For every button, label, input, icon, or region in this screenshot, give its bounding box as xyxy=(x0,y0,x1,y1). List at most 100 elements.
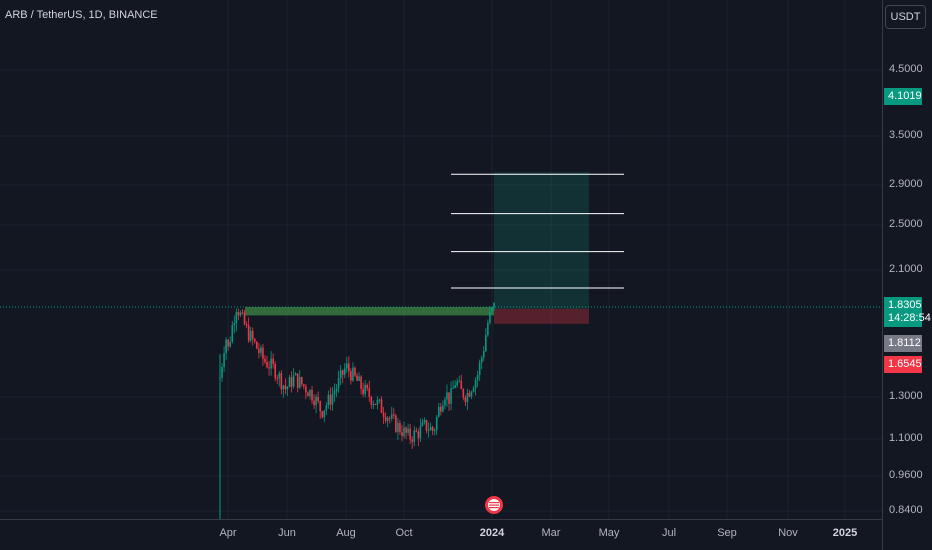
candle-body xyxy=(229,341,232,347)
candle-body xyxy=(437,406,440,417)
candle-body xyxy=(372,403,375,405)
candle-body xyxy=(376,399,379,405)
candle-body xyxy=(431,427,434,432)
candle-body xyxy=(329,394,332,405)
candle-body xyxy=(493,302,495,308)
candle-body xyxy=(345,363,348,369)
candle-body xyxy=(370,396,373,405)
candle-body xyxy=(382,412,385,417)
candle-body xyxy=(298,377,301,388)
position-profit-zone xyxy=(494,172,589,309)
time-tick-label: Jul xyxy=(661,527,677,539)
candle-body xyxy=(464,397,467,402)
candle-body xyxy=(237,312,240,316)
candle-body xyxy=(388,418,391,420)
candle-body xyxy=(482,351,485,358)
candle-body xyxy=(221,366,223,378)
price-tick-label: 4.5000 xyxy=(889,63,923,75)
time-tick-label: Aug xyxy=(336,527,356,539)
candle-body xyxy=(341,370,344,375)
position-loss-zone xyxy=(494,308,589,324)
candle-body xyxy=(458,380,461,382)
candle-body xyxy=(362,388,364,395)
time-axis-divider xyxy=(0,519,882,520)
candle-body xyxy=(335,388,338,392)
candle-body xyxy=(280,373,283,390)
candle-body xyxy=(472,388,475,392)
candle-body xyxy=(307,392,309,397)
candle-body xyxy=(292,375,295,387)
candle-body xyxy=(223,353,225,367)
candle-body xyxy=(423,420,426,423)
candle-body xyxy=(343,368,346,375)
candle-body xyxy=(419,426,422,439)
candle-body xyxy=(225,339,227,354)
candle-body xyxy=(487,322,489,336)
candle-body xyxy=(262,347,264,359)
candle-body xyxy=(403,427,405,437)
candle-body xyxy=(470,391,473,397)
candle-body xyxy=(429,427,432,431)
candle-body xyxy=(390,414,393,419)
candle-body xyxy=(476,375,479,380)
candle-body xyxy=(247,325,250,341)
last-price-badge: 1.8305 14:28:54 xyxy=(884,297,931,327)
candle-body xyxy=(421,422,424,427)
candle-body xyxy=(358,376,360,381)
candle-body xyxy=(468,392,471,397)
candle-body xyxy=(239,312,242,316)
last-price-value: 1.8305 xyxy=(888,299,922,311)
candle-body xyxy=(339,370,342,379)
candle-body xyxy=(425,420,428,431)
stop-price-badge: 1.6545 xyxy=(884,356,922,373)
candle-body xyxy=(480,357,483,363)
us-flag-event-icon xyxy=(485,496,503,514)
candle-body xyxy=(446,392,448,400)
candle-body xyxy=(274,363,277,379)
candle-body xyxy=(284,385,287,390)
candle-body xyxy=(374,403,377,405)
candle-body xyxy=(360,376,362,389)
candle-body xyxy=(378,399,381,401)
candle-body xyxy=(399,422,401,433)
time-tick-label: Sep xyxy=(717,527,737,539)
candle-body xyxy=(478,362,481,376)
candle-body xyxy=(448,392,450,404)
candle-body xyxy=(454,385,456,388)
bar-countdown: 14:28:54 xyxy=(888,312,931,324)
candle-body xyxy=(348,363,350,372)
candle-body xyxy=(325,405,328,411)
candle-body xyxy=(323,410,326,418)
target-price-badge: 4.1019 xyxy=(884,88,922,105)
time-tick-label: 2025 xyxy=(832,527,858,539)
candle-body xyxy=(290,377,293,387)
time-tick-label: Apr xyxy=(219,527,237,539)
price-axis-divider xyxy=(882,0,883,550)
candle-body xyxy=(450,388,452,404)
candle-body xyxy=(337,378,340,389)
candle-body xyxy=(489,311,491,323)
candle-body xyxy=(256,341,258,349)
candle-body xyxy=(491,307,493,312)
candle-body xyxy=(462,389,465,398)
candle-body xyxy=(427,430,430,432)
resistance-zone xyxy=(245,307,494,316)
candle-body xyxy=(294,373,297,376)
candle-body xyxy=(309,389,311,397)
candle-body xyxy=(452,387,454,389)
candle-body xyxy=(315,396,317,406)
candle-body xyxy=(466,392,469,402)
candle-body xyxy=(380,399,383,413)
candle-body xyxy=(241,312,244,314)
price-tick-label: 1.1000 xyxy=(889,432,923,444)
currency-scale-button[interactable]: USDT xyxy=(885,5,926,29)
candle-body xyxy=(303,384,305,387)
price-tick-label: 3.5000 xyxy=(889,129,923,141)
candle-body xyxy=(264,358,266,363)
candle-body xyxy=(354,367,356,376)
candle-body xyxy=(260,347,262,353)
candle-body xyxy=(282,385,285,390)
candle-body xyxy=(227,339,229,347)
candle-body xyxy=(305,386,307,393)
